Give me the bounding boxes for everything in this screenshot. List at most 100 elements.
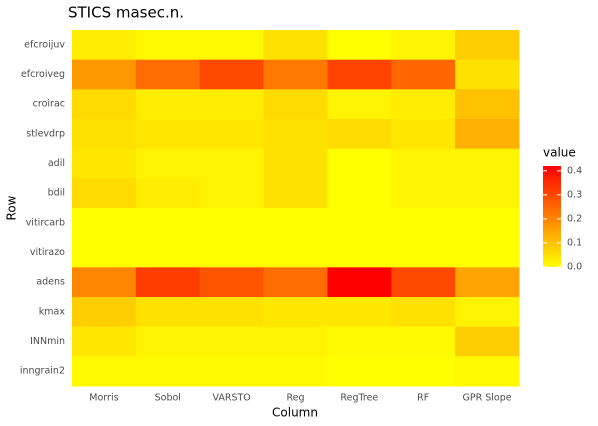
tile [327, 208, 392, 239]
tile [72, 30, 137, 61]
y-tick-label: efcroijuv [24, 39, 65, 50]
tile [72, 148, 137, 179]
y-tick-label: kmax [39, 306, 66, 317]
tile [199, 148, 265, 179]
tile [455, 148, 520, 179]
y-tick-label: stlevdrp [26, 128, 65, 139]
tile [263, 178, 328, 209]
tile [391, 178, 456, 209]
tile [327, 356, 392, 387]
x-tick-label: RegTree [340, 393, 378, 404]
chart-title: STICS masec.n. [68, 4, 184, 22]
tile [455, 208, 520, 239]
tile [135, 237, 201, 268]
tile [72, 89, 137, 120]
tile [391, 89, 456, 120]
y-tick-label: efcroiveg [21, 69, 65, 80]
y-tick-label: croirac [33, 99, 65, 110]
tile [263, 30, 328, 61]
tile [455, 326, 520, 357]
legend-title: value [543, 146, 576, 160]
y-tick-label: inngrain2 [20, 366, 65, 377]
tile [72, 267, 137, 298]
tile [199, 237, 265, 268]
tile [199, 356, 265, 387]
tile [327, 30, 392, 61]
tile [391, 297, 456, 328]
colorbar [543, 166, 561, 267]
colorbar-tick-label: 0.2 [567, 213, 582, 224]
tile [327, 326, 392, 357]
tile [327, 237, 392, 268]
tile [135, 267, 201, 298]
y-tick-label: adens [36, 277, 65, 288]
tile [263, 267, 328, 298]
tile [263, 237, 328, 268]
tile [391, 326, 456, 357]
tile [455, 59, 520, 90]
tile [199, 59, 265, 90]
tile [199, 208, 265, 239]
tile [327, 267, 392, 298]
tile [455, 30, 520, 61]
tile [135, 59, 201, 90]
x-tick-label: VARSTO [212, 393, 250, 404]
tile [263, 297, 328, 328]
tile [72, 356, 137, 387]
tile [263, 59, 328, 90]
tile [455, 297, 520, 328]
y-tick-label: adil [48, 158, 65, 169]
tile [199, 297, 265, 328]
y-tick-label: INNmin [30, 336, 65, 347]
tile [327, 59, 392, 90]
tile [327, 89, 392, 120]
tile [391, 267, 456, 298]
tile [135, 89, 201, 120]
y-tick-label: vitircarb [26, 217, 65, 228]
tile [455, 267, 520, 298]
colorbar-tick-label: 0.3 [567, 189, 582, 200]
tile [455, 237, 520, 268]
tile [263, 89, 328, 120]
colorbar-tick-label: 0.4 [567, 165, 582, 176]
y-axis-title: Row [5, 195, 19, 220]
x-tick-label: Sobol [155, 393, 181, 404]
tile [199, 178, 265, 209]
tile [199, 267, 265, 298]
colorbar-tick-label: 0.0 [567, 262, 582, 273]
tile [391, 237, 456, 268]
tile [263, 148, 328, 179]
x-axis-title: Column [272, 406, 318, 420]
tile [135, 208, 201, 239]
tile [391, 148, 456, 179]
x-tick-label: Morris [89, 393, 118, 404]
tile [327, 119, 392, 150]
tile [135, 148, 201, 179]
tile [199, 326, 265, 357]
tile [135, 119, 201, 150]
tile [455, 119, 520, 150]
tile [327, 297, 392, 328]
tile [199, 30, 265, 61]
tile [455, 356, 520, 387]
tile [391, 208, 456, 239]
tile [72, 326, 137, 357]
tile [72, 178, 137, 209]
y-tick-label: vitirazo [30, 247, 65, 258]
x-tick-label: Reg [286, 393, 304, 404]
tile [72, 208, 137, 239]
tile [72, 119, 137, 150]
tile [72, 297, 137, 328]
tile [391, 356, 456, 387]
tile [135, 326, 201, 357]
x-tick-label: GPR Slope [463, 393, 512, 404]
tile [135, 30, 201, 61]
tile [327, 148, 392, 179]
tile [391, 30, 456, 61]
tile [263, 356, 328, 387]
tile [199, 89, 265, 120]
colorbar-tick-label: 0.1 [567, 237, 582, 248]
x-tick-label: RF [417, 393, 429, 404]
tile [263, 326, 328, 357]
